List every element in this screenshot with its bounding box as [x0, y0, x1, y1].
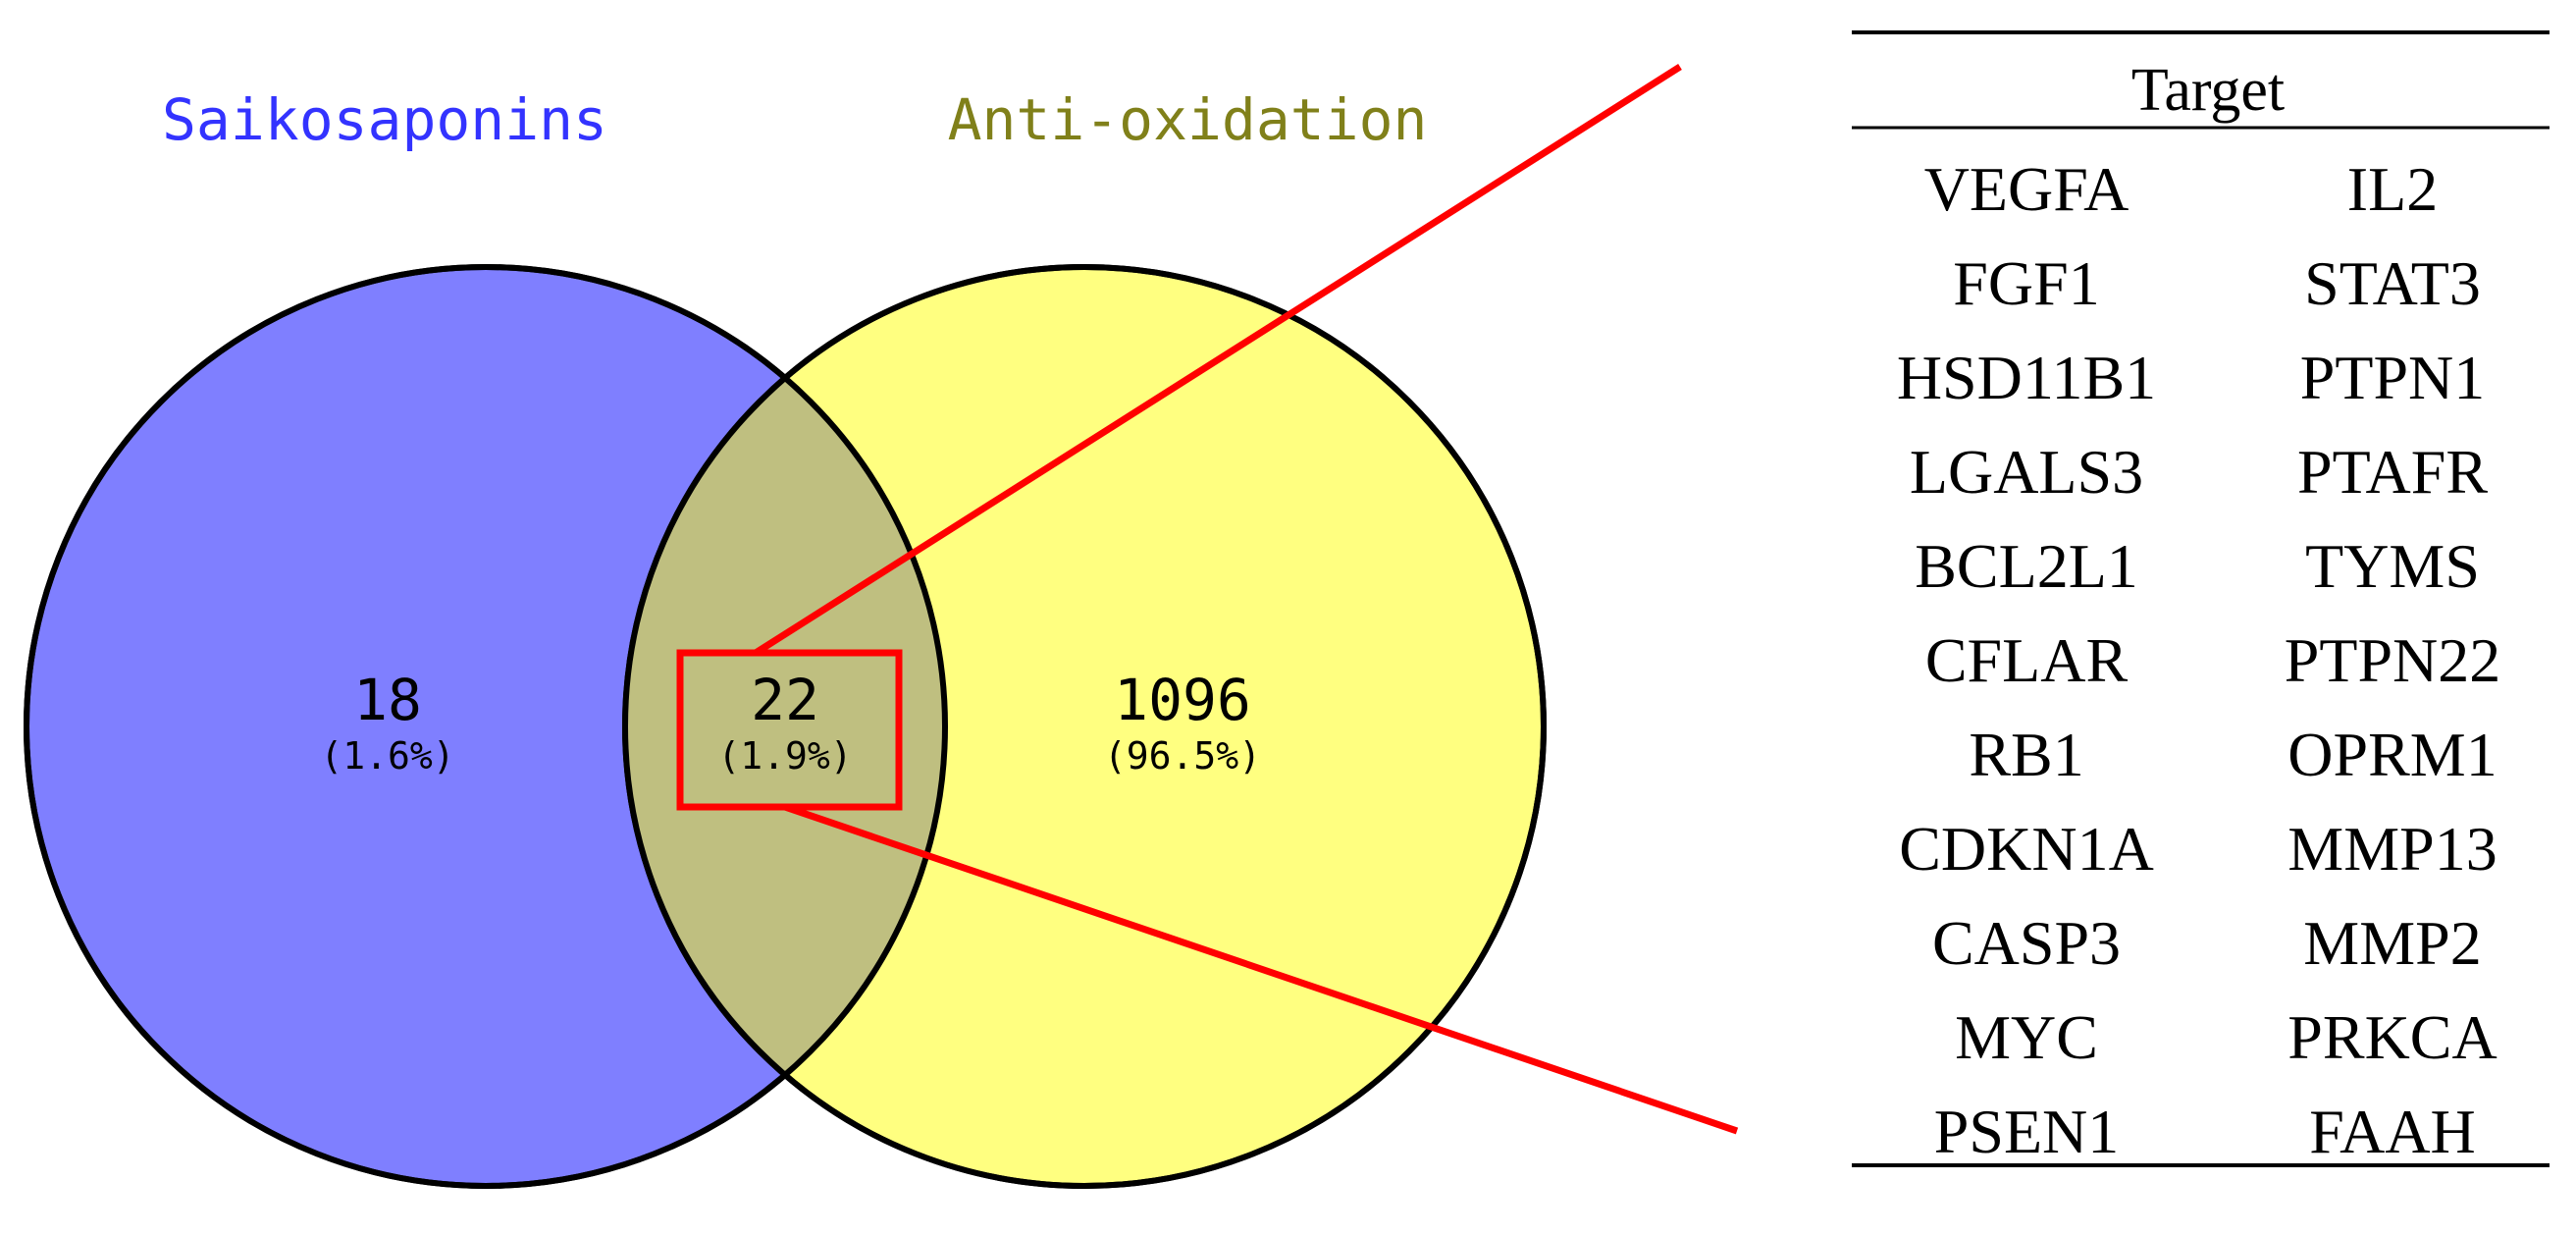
table-cell: CASP3	[1932, 908, 2121, 978]
table-cell: STAT3	[2304, 248, 2481, 318]
table-cell: RB1	[1969, 720, 2083, 789]
saikosaponins-only-count: 18	[353, 667, 422, 733]
table-cell: OPRM1	[2287, 720, 2497, 789]
saikosaponins-circle-outline	[24, 264, 948, 1189]
saikosaponins-label: Saikosaponins	[162, 86, 607, 153]
connector-line-top	[754, 64, 1682, 656]
anti-oxidation-only-percent: (96.5%)	[1104, 734, 1261, 778]
table-cell: FAAH	[2309, 1097, 2476, 1166]
table-cell: TYMS	[2305, 531, 2480, 601]
anti-oxidation-label: Anti-oxidation	[948, 86, 1428, 153]
table-cell: MYC	[1955, 1002, 2098, 1072]
table-cell: MMP13	[2287, 814, 2497, 884]
table-cell: VEGFA	[1924, 154, 2129, 224]
overlap-percent: (1.9%)	[717, 734, 852, 778]
table-cell: FGF1	[1953, 248, 2099, 318]
anti-oxidation-circle-outline	[622, 264, 1547, 1189]
table-cell: PTPN1	[2300, 343, 2486, 412]
overlap-region	[625, 267, 945, 1186]
table-cell: PTPN22	[2285, 625, 2501, 695]
table-cell: PSEN1	[1934, 1097, 2120, 1166]
overlap-count: 22	[751, 667, 819, 733]
table-cell: IL2	[2347, 154, 2438, 224]
table-cell: CDKN1A	[1899, 814, 2154, 884]
table-header: Target	[2131, 57, 2285, 124]
anti-oxidation-only-count: 1096	[1114, 667, 1251, 733]
table-cell: PTAFR	[2297, 437, 2488, 507]
table-cell: HSD11B1	[1897, 343, 2156, 412]
table-body: VEGFA IL2 FGF1 STAT3 HSD11B1 PTPN1 LGALS3 PTAFR…	[1897, 154, 2500, 1166]
table-cell: PRKCA	[2287, 1002, 2497, 1072]
table-cell: CFLAR	[1925, 625, 2129, 695]
connector-line-bottom	[783, 803, 1739, 1135]
saikosaponins-only-percent: (1.6%)	[320, 734, 454, 778]
table-cell: BCL2L1	[1915, 531, 2138, 601]
table-cell: MMP2	[2303, 908, 2481, 978]
table-cell: LGALS3	[1910, 437, 2143, 507]
target-table: Target VEGFA IL2 FGF1 STAT3 HSD11B1 PTPN1 LGAL…	[1852, 30, 2550, 1167]
